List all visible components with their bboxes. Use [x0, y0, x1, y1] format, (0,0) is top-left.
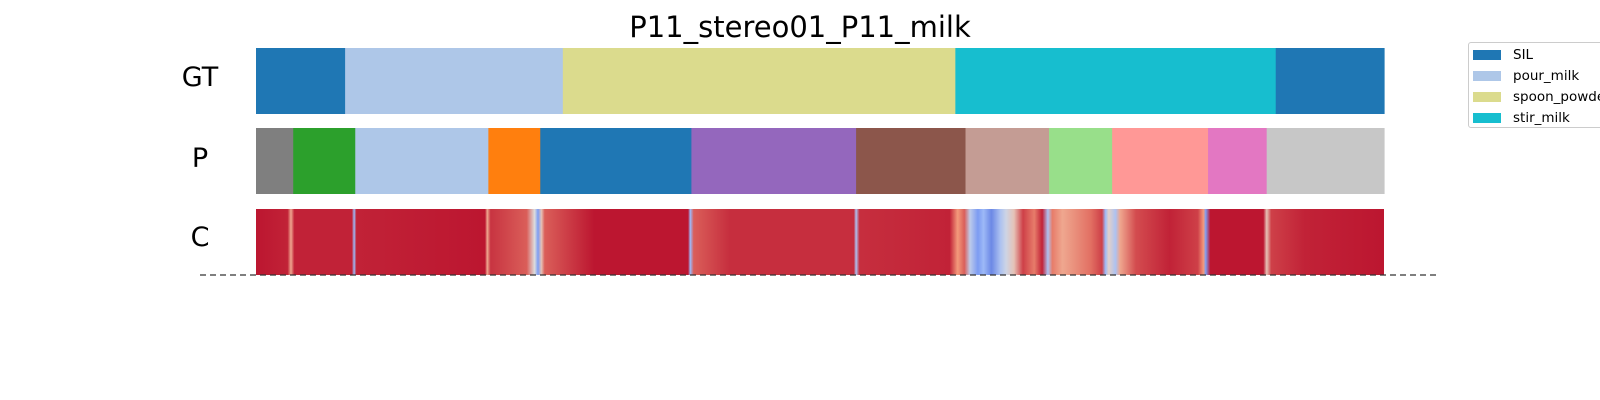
pred-segment-2 [293, 128, 356, 194]
pred-segment-4 [488, 128, 541, 194]
legend-item-pour-milk: pour_milk [1473, 66, 1579, 86]
legend-swatch [1473, 71, 1501, 81]
gt-segment-3 [562, 48, 956, 114]
legend-swatch [1473, 50, 1501, 60]
gt-segment-4 [955, 48, 1277, 114]
legend-label: pour_milk [1513, 68, 1580, 84]
pred-segment-8 [965, 128, 1050, 194]
legend-item-stir-milk: stir_milk [1473, 108, 1570, 127]
legend-swatch [1473, 113, 1501, 123]
legend-item-sil: SIL [1473, 45, 1533, 65]
prediction-row [256, 128, 1385, 194]
row-label-c: C [190, 222, 210, 253]
pred-segment-10 [1112, 128, 1209, 194]
pred-segment-11 [1208, 128, 1268, 194]
gt-segment-5 [1275, 48, 1385, 114]
pred-segment-7 [856, 128, 967, 194]
confidence-strip [256, 209, 1384, 275]
gt-segment-1 [256, 48, 346, 114]
legend-swatch [1473, 92, 1501, 102]
row-label-p: P [191, 143, 209, 174]
gt-row [256, 48, 1385, 114]
chart-title: P11_stereo01_P11_milk [629, 10, 971, 44]
legend-label: stir_milk [1513, 110, 1570, 126]
legend: SIL pour_milk spoon_powder stir_milk [1468, 42, 1600, 128]
pred-segment-3 [355, 128, 489, 194]
gt-segment-2 [345, 48, 564, 114]
pred-segment-9 [1048, 128, 1113, 194]
row-label-gt: GT [181, 62, 219, 93]
legend-label: spoon_powder [1513, 89, 1600, 105]
pred-segment-5 [540, 128, 693, 194]
legend-label: SIL [1513, 47, 1534, 63]
legend-item-spoon-powder: spoon_powder [1473, 87, 1600, 107]
pred-segment-12 [1266, 128, 1385, 194]
pred-segment-6 [691, 128, 857, 194]
pred-segment-1 [256, 128, 294, 194]
